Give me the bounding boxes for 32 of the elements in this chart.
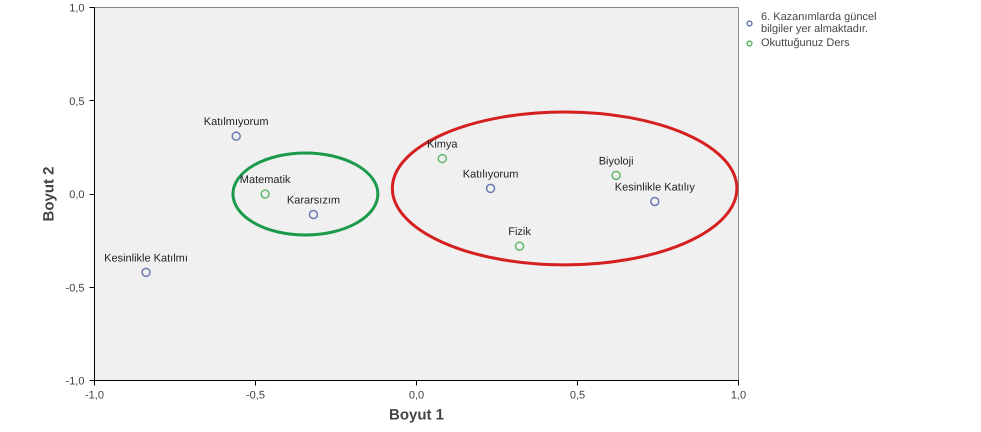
point xyxy=(308,210,318,220)
x-tick-label: 0,0 xyxy=(408,390,424,402)
annotation: Katılıyorum xyxy=(462,168,518,180)
annotation: Katılmıyorum xyxy=(204,116,269,128)
y-tick-label: 0,0 xyxy=(69,189,85,201)
x-tick-label: -1,0 xyxy=(85,390,104,402)
annotation: Kimya xyxy=(426,138,458,151)
annotation: Matematik xyxy=(240,174,292,186)
annotation: Kesinlikle Katılmı xyxy=(104,252,188,264)
point xyxy=(438,154,448,164)
x-tick-label: -0,5 xyxy=(246,390,265,402)
y-tick-label: 0,5 xyxy=(69,96,85,108)
y-tick-label: 1,0 xyxy=(69,2,85,14)
point xyxy=(141,268,151,278)
y-tick-label: -0,5 xyxy=(66,282,85,294)
annotation: Biyoloji xyxy=(598,155,634,168)
annotation: Fizik xyxy=(508,226,532,238)
x-tick-label: 1,0 xyxy=(730,390,746,402)
annotation: Kararsızım xyxy=(286,194,340,207)
y-axis-title: Boyut 2 xyxy=(40,166,58,222)
point xyxy=(486,184,496,194)
point xyxy=(231,131,241,141)
point xyxy=(514,241,524,251)
legend-label: Okuttuğunuz Ders xyxy=(761,37,850,49)
point xyxy=(260,189,270,199)
annotation: Kesinlikle Katılıy xyxy=(614,181,696,194)
legend-label: 6. Kazanımlarda güncel bilgiler yer almaktadır. xyxy=(761,11,877,35)
y-tick-label: -1,0 xyxy=(66,376,85,388)
point xyxy=(611,170,621,180)
point xyxy=(650,196,660,206)
x-tick-label: 0,5 xyxy=(570,390,586,402)
x-axis-title: Boyut 1 xyxy=(389,406,444,424)
